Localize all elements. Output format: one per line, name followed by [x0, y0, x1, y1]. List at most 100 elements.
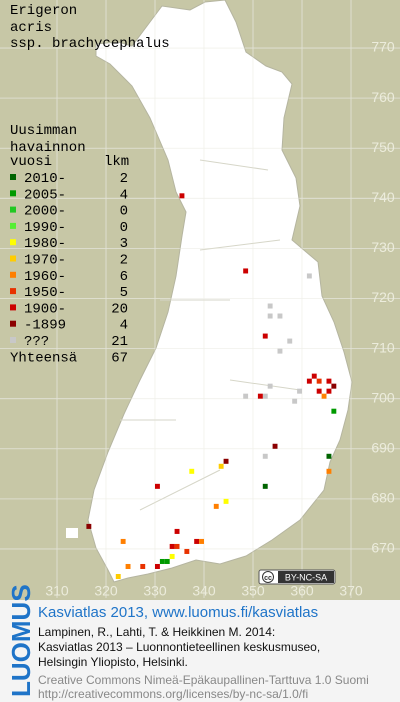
record-square: [292, 398, 298, 404]
record-square: [267, 313, 273, 319]
citation-line: Lampinen, R., Lahti, T. & Heikkinen M. 2…: [38, 625, 275, 639]
legend-swatch: [10, 304, 16, 311]
x-tick-label: 320: [94, 583, 118, 599]
axes: 310 320 330 340 350 360 3706706806907007107207…: [45, 39, 395, 599]
region-borders: [120, 159, 301, 511]
citation-line: Helsingin Yliopisto, Helsinki.: [38, 655, 188, 669]
title-line: acris: [10, 20, 52, 36]
badge-text: BY-NC-SA: [285, 573, 327, 583]
legend-count: 3: [120, 236, 128, 252]
y-tick-label: 670: [371, 540, 395, 556]
record-square: [159, 558, 165, 564]
legend-swatch: [10, 288, 16, 295]
records: [86, 193, 337, 580]
legend-count: 0: [120, 204, 128, 220]
license-line: http://creativecommons.org/licenses/by-n…: [38, 687, 308, 701]
legend-count: 5: [120, 285, 128, 301]
legend-count: 2: [120, 253, 128, 269]
legend-label: 1950-: [24, 285, 66, 301]
record-square: [223, 458, 229, 464]
record-square: [169, 543, 175, 549]
legend-swatch: [10, 206, 16, 213]
legend: 2010- 2 2005- 4 2000- 0 1990- 0 1980- 3 1970- 2 1960…: [10, 171, 128, 366]
record-square: [184, 548, 190, 554]
grid: [0, 0, 400, 598]
legend-heading: havainnon: [10, 140, 86, 156]
legend-count: 2: [120, 171, 128, 187]
x-tick-label: 330: [143, 583, 167, 599]
citation-line: Kasviatlas 2013 – Luonnontieteellinen ke…: [38, 640, 320, 654]
legend-label: 2000-: [24, 204, 66, 220]
y-tick-label: 760: [371, 89, 395, 105]
x-tick-label: 350: [241, 583, 265, 599]
heading: Kasviatlas 2013, www.luomus.fi/kasviatla…: [38, 604, 318, 621]
svg-text:cc: cc: [264, 575, 272, 582]
record-square: [257, 393, 263, 399]
record-square: [169, 553, 175, 559]
legend-swatch: [10, 222, 16, 229]
legend-swatch: [10, 320, 16, 327]
record-square: [262, 453, 268, 459]
record-square: [140, 563, 146, 569]
y-tick-label: 770: [371, 39, 395, 55]
record-square: [326, 388, 332, 394]
legend-swatch: [10, 174, 16, 180]
record-square: [213, 503, 219, 509]
legend-label: 1900-: [24, 301, 66, 317]
title-line: ssp. brachycephalus: [10, 36, 170, 52]
legend-heading: Uusimman: [10, 123, 77, 139]
y-tick-label: 700: [371, 389, 395, 405]
legend-label: -1899: [24, 318, 66, 334]
record-square: [86, 523, 92, 529]
record-square: [115, 574, 121, 580]
record-square: [321, 393, 327, 399]
record-square: [189, 468, 195, 474]
footer-background: [0, 600, 400, 702]
legend-swatch: [10, 271, 16, 278]
finland-outline: [87, 0, 353, 583]
record-square: [316, 378, 322, 384]
record-square: [174, 543, 180, 549]
x-tick-label: 370: [339, 583, 363, 599]
record-square: [174, 528, 180, 534]
title-line: Erigeron: [10, 3, 77, 19]
y-tick-label: 680: [371, 490, 395, 506]
x-tick-label: 340: [192, 583, 216, 599]
x-tick-label: 310: [45, 583, 69, 599]
y-tick-label: 740: [371, 189, 395, 205]
legend-count: 6: [120, 269, 128, 285]
legend-count: 0: [120, 220, 128, 236]
legend-count: 20: [111, 301, 128, 317]
record-square: [316, 388, 322, 394]
record-square: [164, 558, 170, 564]
count-heading: lkm: [104, 154, 129, 170]
record-square: [326, 378, 332, 384]
legend-label: 2005-: [24, 187, 66, 203]
record-square: [199, 538, 204, 544]
record-square: [218, 463, 224, 469]
record-square: [297, 388, 302, 394]
legend-swatch: [10, 239, 16, 246]
record-square: [331, 383, 337, 389]
record-square: [277, 313, 283, 319]
record-square: [306, 378, 312, 384]
y-tick-label: 730: [371, 239, 395, 255]
legend-heading: vuosi: [10, 154, 52, 170]
record-square: [262, 483, 268, 489]
record-square: [262, 333, 268, 339]
record-square: [179, 193, 185, 199]
record-square: [326, 453, 332, 459]
license-line: Creative Commons Nimeä-Epäkaupallinen-Ta…: [38, 673, 369, 687]
y-tick-label: 710: [371, 339, 395, 355]
legend-label: 1980-: [24, 236, 66, 252]
legend-count: 4: [120, 187, 128, 203]
x-tick-label: 360: [290, 583, 314, 599]
record-square: [155, 563, 160, 569]
legend-label: 2010-: [24, 171, 66, 187]
license-badge: cc BY-NC-SA: [258, 569, 336, 585]
record-square: [277, 348, 283, 354]
legend-label: 1990-: [24, 220, 66, 236]
y-tick-label: 720: [371, 289, 395, 305]
record-square: [120, 538, 126, 544]
record-square: [272, 443, 278, 449]
